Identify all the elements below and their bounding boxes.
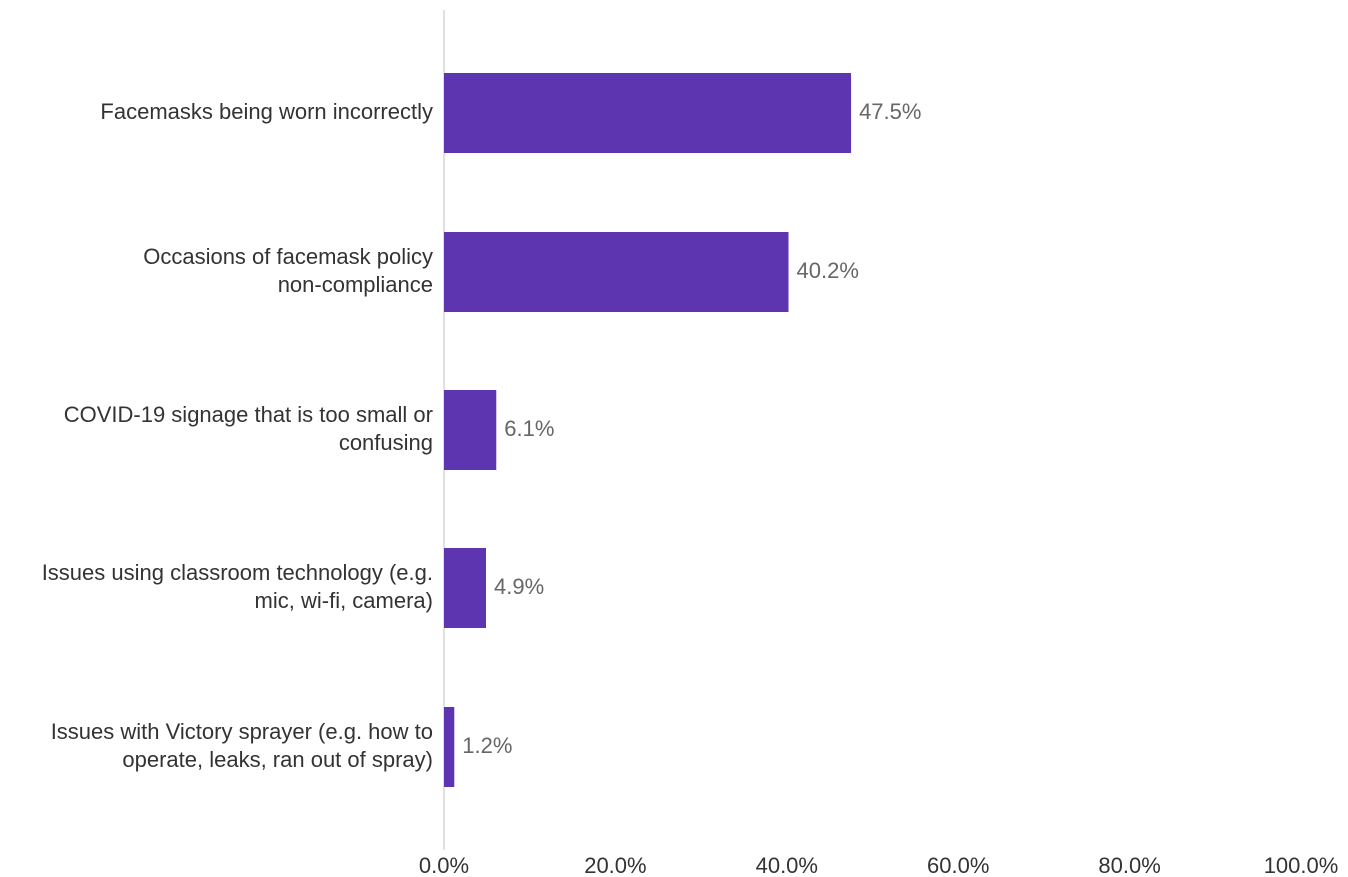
bar-value-label: 6.1%	[504, 416, 554, 441]
category-label: COVID-19 signage that is too small or con…	[64, 402, 433, 455]
x-tick-label: 80.0%	[1098, 853, 1160, 877]
category-label-line: operate, leaks, ran out of spray)	[122, 747, 433, 772]
category-label-line: Issues using classroom technology (e.g.	[42, 560, 433, 585]
category-label-line: COVID-19 signage that is too small or	[64, 402, 433, 427]
bar-value-label: 40.2%	[797, 258, 859, 283]
x-tick-label: 60.0%	[927, 853, 989, 877]
x-tick-label: 100.0%	[1264, 853, 1339, 877]
category-label-line: Facemasks being worn incorrectly	[100, 99, 433, 124]
x-tick-label: 20.0%	[584, 853, 646, 877]
category-label-line: Issues with Victory sprayer (e.g. how to	[51, 719, 433, 744]
category-label: Issues with Victory sprayer (e.g. how to…	[51, 719, 433, 772]
bar	[444, 73, 852, 153]
category-label: Facemasks being worn incorrectly	[100, 99, 433, 124]
x-tick-label: 40.0%	[756, 853, 818, 877]
category-label: Issues using classroom technology (e.g. m…	[42, 560, 433, 613]
bar-value-label: 47.5%	[859, 99, 921, 124]
bar	[444, 707, 455, 787]
bar	[444, 390, 497, 470]
bar	[444, 548, 486, 628]
category-label: Occasions of facemask policy non-complian…	[143, 244, 433, 297]
category-label-line: Occasions of facemask policy	[143, 244, 433, 269]
category-label-line: mic, wi-fi, camera)	[255, 588, 433, 613]
bar-value-label: 1.2%	[462, 733, 512, 758]
category-label-line: non-compliance	[278, 272, 433, 297]
bar-value-label: 4.9%	[494, 574, 544, 599]
x-tick-label: 0.0%	[419, 853, 469, 877]
category-label-line: confusing	[339, 430, 433, 455]
bar	[444, 232, 789, 312]
